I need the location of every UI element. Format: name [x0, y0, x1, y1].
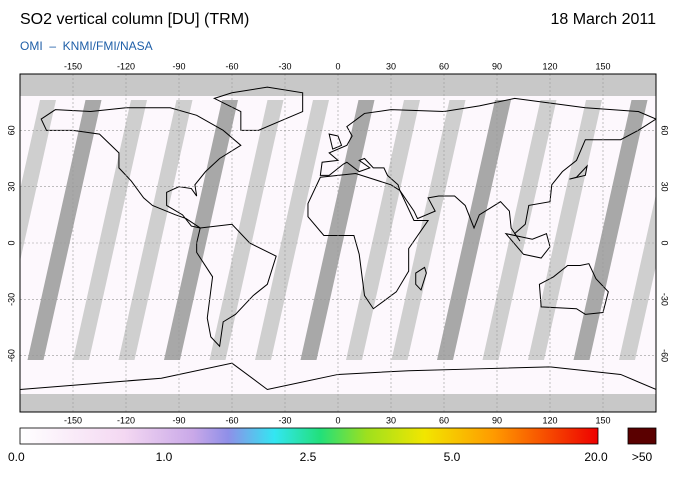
coast: [569, 166, 587, 179]
colorbar-label: 0.0: [8, 450, 25, 464]
lon-tick-label: -120: [117, 61, 135, 71]
colorbar-label: 5.0: [444, 450, 461, 464]
orbit-gap: [619, 194, 656, 360]
date: 18 March 2011: [550, 11, 656, 28]
lon-tick-label: -60: [225, 415, 238, 425]
lat-tick-label: 60: [6, 125, 16, 135]
orbit-gap: [528, 100, 602, 360]
lon-tick-label: 120: [542, 415, 557, 425]
lon-tick-label: -90: [172, 61, 185, 71]
coastlines: [20, 87, 656, 389]
lat-tick-label: -60: [660, 349, 670, 362]
lat-tick-label: 30: [6, 182, 16, 192]
lon-tick-label: 90: [492, 61, 502, 71]
orbit-gap: [391, 100, 466, 360]
lat-tick-label: -30: [6, 293, 16, 306]
lon-tick-label: 0: [335, 415, 340, 425]
coast: [539, 264, 608, 315]
lon-tick-label: 150: [595, 61, 610, 71]
lat-tick-label: 60: [660, 125, 670, 135]
title: SO2 vertical column [DU] (TRM): [20, 11, 249, 28]
orbit-gap: [27, 100, 102, 360]
lon-tick-label: -150: [64, 61, 82, 71]
map-frame: [19, 73, 657, 413]
colorbar-label: 2.5: [300, 450, 317, 464]
orbit-gap: [164, 100, 238, 360]
orbit-gap: [300, 100, 375, 360]
colorbar-overflow: [627, 427, 657, 445]
lon-tick-label: 30: [386, 415, 396, 425]
lon-tick-label: 120: [542, 61, 557, 71]
coast: [416, 267, 427, 290]
coast: [197, 224, 277, 346]
orbit-gap: [255, 100, 329, 360]
lon-tick-label: 0: [335, 61, 340, 71]
subtitle: OMI – KNMI/FMI/NASA: [20, 39, 153, 53]
lat-tick-label: 0: [6, 240, 16, 245]
coast: [308, 174, 428, 309]
orbit-gap: [209, 100, 284, 360]
orbit-gap: [118, 100, 193, 360]
colorbar-label: 1.0: [156, 450, 173, 464]
lon-tick-label: 150: [595, 415, 610, 425]
lat-tick-label: 30: [660, 182, 670, 192]
lat-tick-label: -30: [660, 293, 670, 306]
colorbar-overflow-label: >50: [632, 450, 653, 464]
graticule: [20, 74, 656, 412]
lon-tick-label: -30: [278, 61, 291, 71]
orbit-gap: [73, 100, 147, 360]
orbit-gap: [20, 100, 56, 262]
lon-tick-label: 30: [386, 61, 396, 71]
lon-tick-label: -90: [172, 415, 185, 425]
lon-tick-label: 60: [439, 415, 449, 425]
lon-tick-label: -120: [117, 415, 135, 425]
lon-tick-label: 90: [492, 415, 502, 425]
lat-tick-label: -60: [6, 349, 16, 362]
orbit-gap: [0, 100, 11, 360]
map-area: [0, 74, 656, 412]
coast: [320, 98, 656, 241]
lon-tick-label: -60: [225, 61, 238, 71]
lon-tick-label: -30: [278, 415, 291, 425]
coast: [41, 108, 241, 228]
orbit-gap: [437, 100, 511, 360]
colorbar-label: 20.0: [584, 450, 608, 464]
orbit-gaps: [0, 100, 656, 360]
orbit-gap: [573, 100, 648, 360]
lon-tick-label: -150: [64, 415, 82, 425]
coast: [329, 134, 341, 149]
lon-tick-label: 60: [439, 61, 449, 71]
lat-tick-label: 0: [660, 240, 670, 245]
colorbar: [19, 427, 599, 445]
polar-gap: [20, 74, 656, 96]
